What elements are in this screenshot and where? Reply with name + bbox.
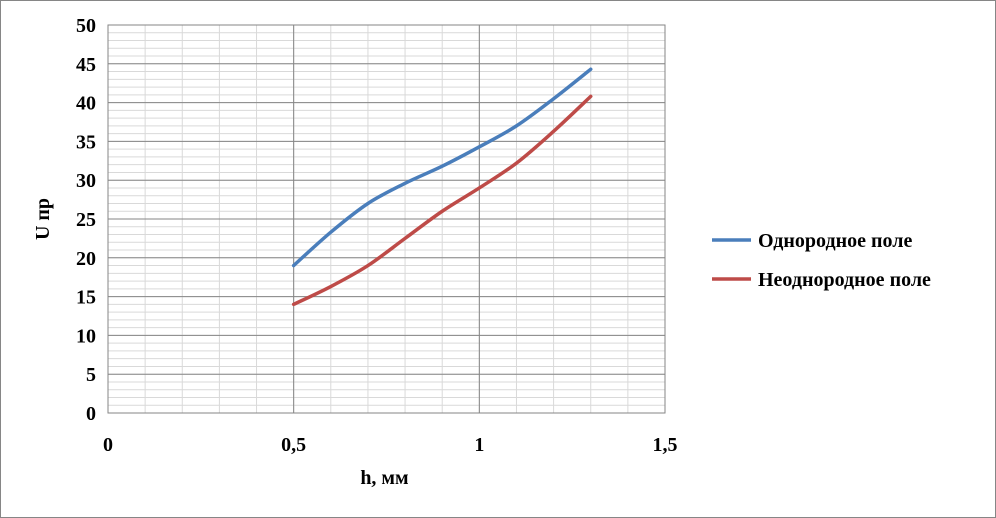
legend-label: Неоднородное поле [758,269,931,291]
plot-area [107,24,666,414]
y-tick-label: 30 [76,170,96,192]
legend-item-2: Неоднородное поле [712,269,931,291]
y-tick-label: 20 [76,248,96,270]
series-line-1 [291,67,593,268]
y-tick-label: 50 [76,15,96,37]
major-gridlines [107,24,666,414]
y-axis-ticks: 0 5 10 15 20 25 30 35 40 45 50 [76,15,96,425]
series-line-2 [291,94,593,307]
y-tick-label: 35 [76,131,96,153]
x-axis-title: h, мм [360,467,408,489]
y-tick-label: 25 [76,209,96,231]
x-axis-ticks: 0 0,5 1 1,5 [103,434,678,456]
y-tick-label: 45 [76,54,96,76]
y-tick-label: 0 [86,403,96,425]
series-layer [291,67,593,307]
legend-item-1: Однородное поле [712,230,912,252]
legend-label: Однородное поле [758,230,912,252]
y-axis-title: U пр [32,198,54,240]
x-tick-label: 0,5 [281,434,306,456]
legend: Однородное поле Неоднородное поле [712,230,931,291]
y-tick-label: 10 [76,325,96,347]
x-tick-label: 1 [474,434,484,456]
y-tick-label: 15 [76,287,96,309]
x-tick-label: 1,5 [653,434,678,456]
y-tick-label: 5 [86,364,96,386]
x-tick-label: 0 [103,434,113,456]
y-tick-label: 40 [76,93,96,115]
